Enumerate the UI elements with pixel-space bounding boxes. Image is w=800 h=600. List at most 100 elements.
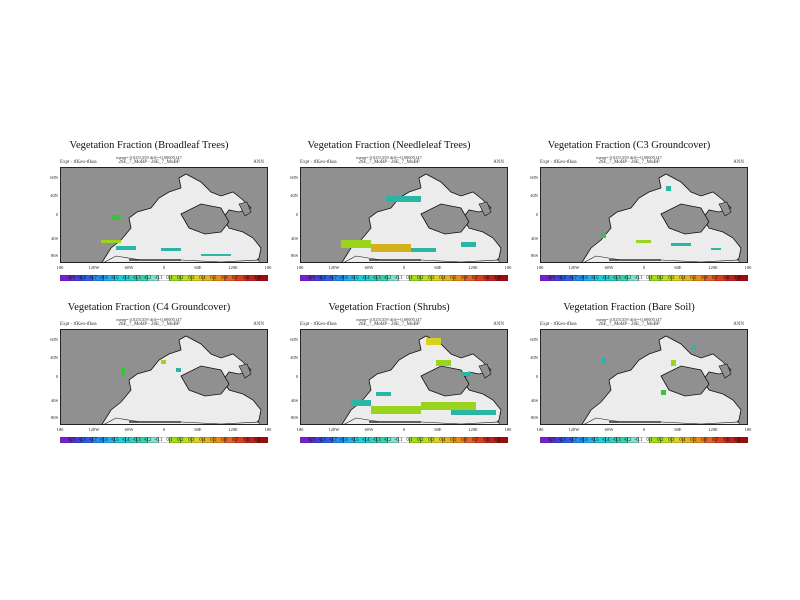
x-tick-label: 0 [402,427,406,432]
x-tick-label: 180 [536,265,544,270]
x-tick-label: 120E [468,427,478,432]
colorbar-tick-label: -0.7 [328,276,337,281]
panel-title: Vegetation Fraction (Shrubs) [328,302,450,313]
y-tick-label: 60N [530,175,538,180]
x-tick-label: 60E [674,427,682,432]
panel-expt: Expt - tfKeo-tfkea [540,160,577,165]
colorbar-tick-label: -0.9 [306,438,315,443]
colorbar-tick-label: 0.8 [242,438,250,443]
colorbar-tick-label: 0.4 [199,438,206,443]
colorbar-tick-label: 0.4 [439,276,446,281]
panel-case: 26E_7_MoBP - 26E_7_MoBP [598,322,660,327]
colorbar-tick-label: -0.6 [339,276,348,281]
colorbar-tick-label: -0.9 [66,276,75,281]
panel-expt: Expt - tfKeo-tfkea [300,322,337,327]
anomaly-patch [711,248,721,250]
colorbar [539,268,749,282]
x-tick-label: 60E [434,427,442,432]
colorbar-tick-label: 0.1 [166,438,173,443]
anomaly-patch [426,338,441,345]
y-tick-label: 40N [50,193,58,198]
anomaly-patch [386,196,421,202]
colorbar-tick-label: -0.8 [77,276,86,281]
colorbar-tick-label: -0.4 [361,438,370,443]
y-tick-label: 80S [50,253,58,258]
colorbar-tick-label: -0.5 [110,438,119,443]
x-tick-label: 60W [124,265,134,270]
x-tick-label: 120E [708,427,718,432]
panel-case: 26E_7_MoBP - 26E_7_MoBP [598,160,660,165]
colorbar-tick-label: -0.6 [99,276,108,281]
anomaly-patch [176,368,181,372]
x-tick-label: 180 [504,265,512,270]
colorbar-tick-label: 0.9 [733,438,741,443]
x-tick-label: 120E [228,265,238,270]
colorbar-tick-label: 0.7 [712,438,719,443]
colorbar-tick-label: 0.3 [188,438,195,443]
map-panel: Vegetation Fraction (Shrubs) mean= 0.0251… [270,302,511,460]
colorbar-tick-label: 0.4 [439,438,446,443]
panel-season: ANN [253,322,264,327]
colorbar-tick-label: 0.5 [210,276,217,281]
anomaly-patch [101,240,121,243]
x-tick-label: 180 [536,427,544,432]
colorbar-tick-label: -0.2 [623,276,632,281]
colorbar-tick-label: 0.9 [493,438,501,443]
x-tick-label: 120W [568,265,580,270]
x-tick-label: 180 [264,265,272,270]
map-panel: Vegetation Fraction (Needleleaf Trees) me… [270,140,511,298]
x-tick-label: 120W [328,427,340,432]
lake [238,363,252,379]
x-tick-label: 120W [88,265,100,270]
colorbar-tick-label: -0.5 [350,276,359,281]
anomaly-patch [371,406,421,414]
continent [341,173,502,262]
panel-mean: mean= 0.0251359 diff=-0.00005147 [116,317,182,322]
x-tick-label: 180 [296,265,304,270]
x-tick-label: 180 [296,427,304,432]
colorbar-tick-label: 0.9 [493,276,501,281]
colorbar-tick-label: -0.8 [317,438,326,443]
colorbar [299,268,509,282]
x-tick-label: 120W [328,265,340,270]
colorbar-tick-label: 0.6 [461,276,468,281]
anomaly-patch [451,410,496,415]
colorbar-tick-label: -0.7 [568,276,577,281]
anomaly-patch [161,360,166,364]
map-area [60,329,268,425]
y-tick-label: 60N [530,337,538,342]
colorbar-tick-label: 0.6 [701,438,708,443]
colorbar-tick-label: -0.4 [121,438,130,443]
colorbar-tick-label: 0.4 [199,276,206,281]
panel-title: Vegetation Fraction (Bare Soil) [563,302,695,313]
colorbar-tick-label: 0.6 [701,276,708,281]
panel-mean: mean= 0.0251359 diff=-0.00005147 [116,155,182,160]
y-tick-label: 40N [290,355,298,360]
y-tick-label: 40S [290,398,298,403]
anomaly-patch [436,360,451,366]
panel-expt: Expt - tfKeo-tfkea [300,160,337,165]
colorbar-tick-label: -0.5 [350,438,359,443]
anomaly-patch [671,243,691,246]
x-tick-label: 120W [88,427,100,432]
colorbar-tick-label: -0.1 [154,276,163,281]
colorbar-tick-label: -0.7 [88,438,97,443]
colorbar-tick-label: 0.8 [722,276,730,281]
colorbar-tick-label: -0.6 [579,276,588,281]
continent [101,335,262,424]
x-tick-label: 60W [604,427,614,432]
y-tick-label: 40N [530,193,538,198]
lake [478,201,492,217]
colorbar-tick-label: -0.4 [601,276,610,281]
x-tick-label: 120E [228,427,238,432]
panel-title: Vegetation Fraction (Needleleaf Trees) [307,140,471,151]
x-tick-label: 0 [642,265,646,270]
colorbar-tick-label: -0.9 [546,438,555,443]
anomaly-patch [691,345,696,350]
colorbar-tick-label: 0.2 [417,438,424,443]
x-tick-label: 180 [744,265,752,270]
colorbar-tick-label: 0.8 [242,276,250,281]
map-area [300,167,508,263]
panel-season: ANN [493,160,504,165]
colorbar-tick-label: 0.2 [417,276,424,281]
